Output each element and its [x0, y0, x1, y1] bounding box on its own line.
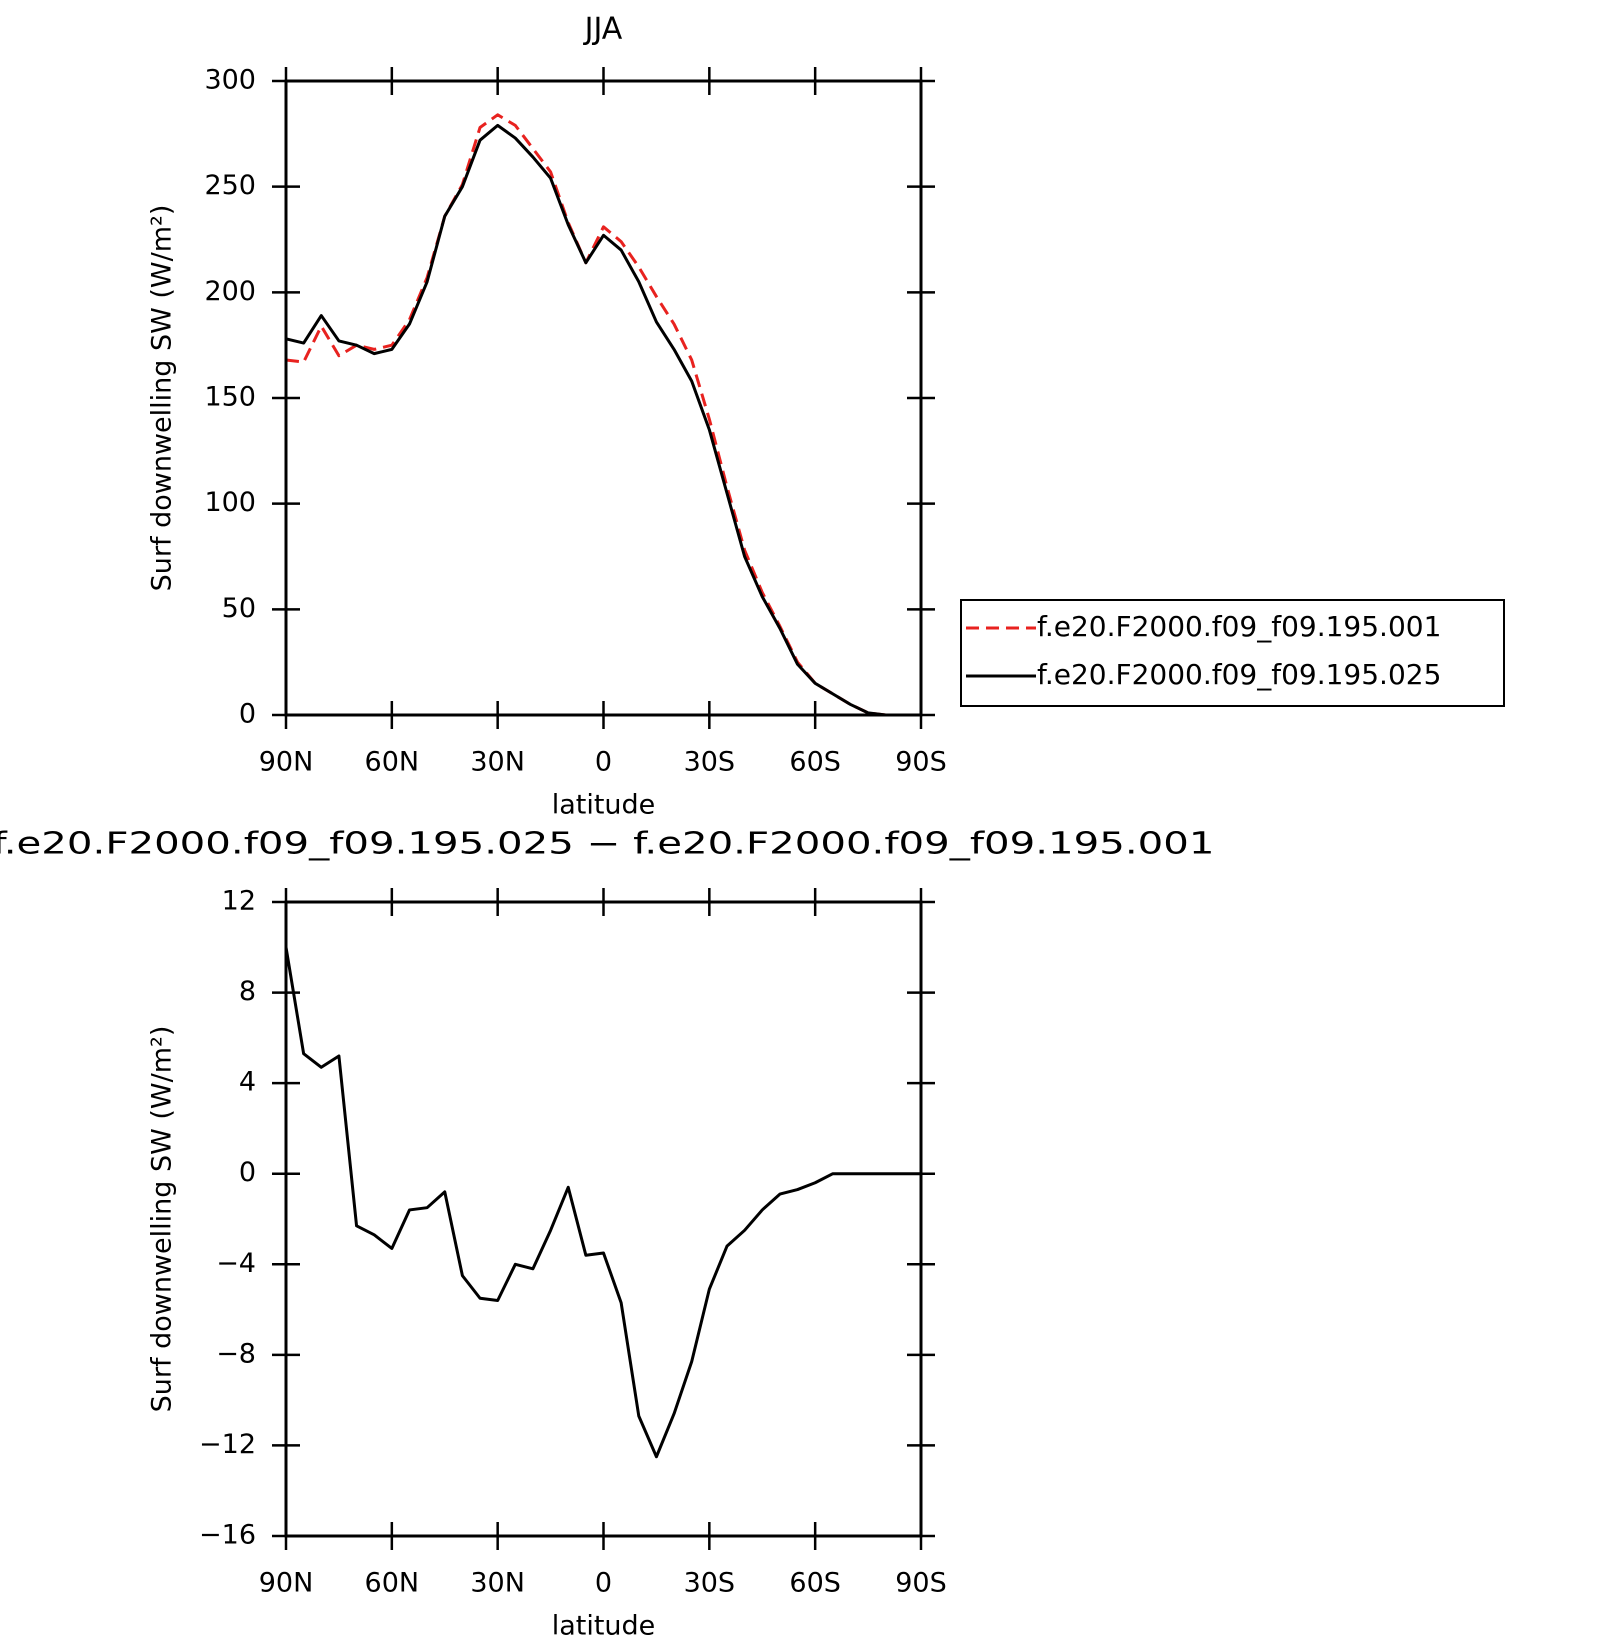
- y-tick-label: 0: [239, 1157, 256, 1188]
- y-tick-label: 150: [204, 382, 256, 413]
- plot-frame: [284, 79, 923, 717]
- x-tick-label: 60S: [789, 747, 841, 778]
- y-tick-label: −8: [216, 1338, 256, 1369]
- data-line: [285, 113, 886, 717]
- legend-label: f.e20.F2000.f09_f09.195.025: [1037, 658, 1441, 691]
- legend-box: [960, 599, 1505, 707]
- x-tick-label: 30S: [684, 1568, 736, 1599]
- x-tick-label: 30N: [470, 1568, 525, 1599]
- y-tick-label: 8: [239, 976, 256, 1007]
- data-line: [284, 947, 921, 1459]
- x-tick-label: 30S: [684, 747, 736, 778]
- y-tick-label: −4: [216, 1248, 256, 1279]
- x-axis-label: latitude: [552, 1611, 656, 1635]
- x-tick-label: 90S: [895, 747, 947, 778]
- y-tick-label: 200: [204, 276, 256, 307]
- y-tick-label: 0: [239, 699, 256, 730]
- y-axis-label: Surf downwelling SW (W/m²): [147, 205, 178, 592]
- y-tick-label: 300: [204, 65, 256, 96]
- chart-title: f.e20.F2000.f09_f09.195.025 − f.e20.F200…: [0, 827, 1215, 862]
- y-tick-label: −12: [199, 1429, 256, 1460]
- x-tick-label: 60N: [365, 747, 420, 778]
- x-tick-label: 60N: [365, 1568, 420, 1599]
- x-tick-label: 90S: [895, 1568, 947, 1599]
- x-tick-label: 30N: [470, 747, 525, 778]
- x-tick-label: 0: [595, 747, 612, 778]
- data-line: [285, 123, 886, 717]
- chart-title: JJA: [583, 12, 623, 47]
- plot-frame: [284, 900, 923, 1538]
- x-axis-label: latitude: [552, 790, 656, 821]
- y-tick-label: 100: [204, 487, 256, 518]
- y-tick-label: −16: [199, 1520, 256, 1551]
- y-tick-label: 4: [239, 1067, 256, 1098]
- y-tick-label: 12: [222, 886, 256, 917]
- y-tick-label: 250: [204, 170, 256, 201]
- x-tick-label: 60S: [789, 1568, 841, 1599]
- legend-label: f.e20.F2000.f09_f09.195.001: [1037, 610, 1441, 643]
- x-tick-label: 90N: [259, 1568, 314, 1599]
- x-tick-label: 90N: [259, 747, 314, 778]
- y-tick-label: 50: [222, 593, 256, 624]
- x-tick-label: 0: [595, 1568, 612, 1599]
- y-axis-label: Surf downwelling SW (W/m²): [147, 1026, 178, 1413]
